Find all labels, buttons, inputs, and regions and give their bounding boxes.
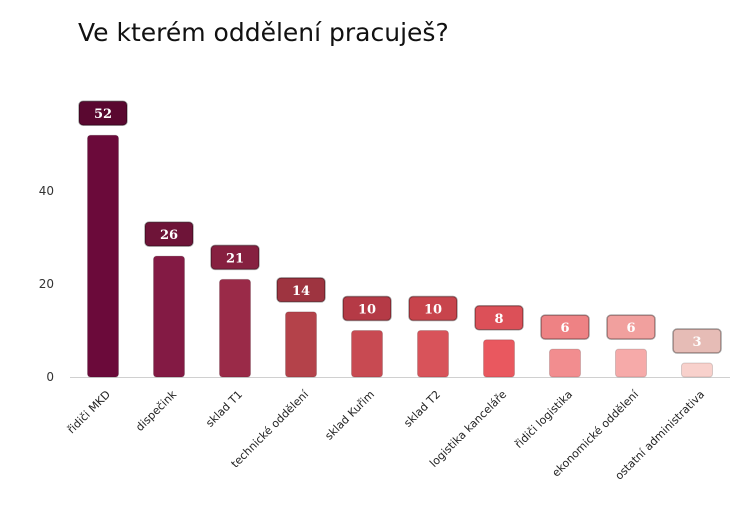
bar xyxy=(351,330,383,378)
bar xyxy=(285,311,317,378)
value-badge xyxy=(540,314,590,340)
value-badge xyxy=(210,244,260,271)
data-label: 21 xyxy=(226,251,244,266)
x-tick-label: řidiči logistika xyxy=(512,388,575,451)
value-badge xyxy=(276,277,326,303)
x-tick-label: řidiči MKD xyxy=(65,388,113,436)
bars: 52 26 21 14 10 10 8 6 6 3 xyxy=(78,100,722,378)
data-label: 26 xyxy=(160,228,178,243)
value-badge xyxy=(342,295,392,322)
data-label: 8 xyxy=(494,312,503,327)
chart-title: Ve kterém oddělení pracuješ? xyxy=(78,18,449,47)
y-axis: 0 20 40 xyxy=(39,184,730,384)
bar xyxy=(549,348,581,378)
data-label: 52 xyxy=(94,107,112,122)
value-badge xyxy=(606,314,656,340)
x-tick-label: dispečink xyxy=(133,387,179,433)
data-label: 6 xyxy=(626,321,635,336)
data-label: 10 xyxy=(358,303,376,318)
x-tick-label: sklad T1 xyxy=(203,388,245,430)
value-badge xyxy=(672,328,722,354)
value-badge xyxy=(78,100,128,126)
value-badge xyxy=(474,305,524,331)
bar xyxy=(681,362,713,378)
x-tick-label: sklad Kuřim xyxy=(322,388,377,443)
value-badge xyxy=(408,295,458,322)
value-badge xyxy=(144,221,194,247)
bar xyxy=(417,330,449,378)
data-label: 14 xyxy=(292,284,310,299)
y-tick-label: 0 xyxy=(46,370,54,384)
data-label: 6 xyxy=(560,321,569,336)
x-tick-label: sklad T2 xyxy=(401,388,443,430)
bar xyxy=(219,278,251,378)
data-label: 3 xyxy=(692,335,701,350)
bar xyxy=(615,348,647,378)
y-tick-label: 20 xyxy=(39,277,54,291)
y-tick-label: 40 xyxy=(39,184,54,198)
bar xyxy=(87,134,119,378)
bar xyxy=(483,339,515,378)
bar xyxy=(153,255,185,378)
data-label: 10 xyxy=(424,303,442,318)
